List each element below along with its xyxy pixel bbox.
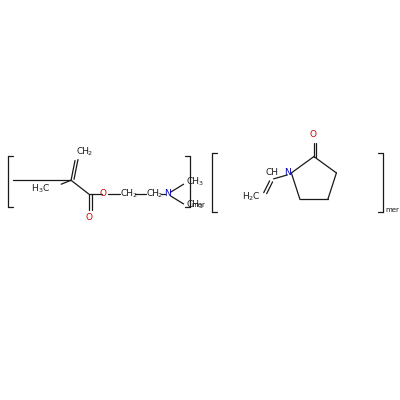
Text: 3: 3 xyxy=(198,204,202,210)
Text: 2: 2 xyxy=(249,196,253,201)
Text: 3: 3 xyxy=(198,181,202,186)
Text: CH: CH xyxy=(186,200,200,210)
Text: H: H xyxy=(242,192,249,201)
Text: CH: CH xyxy=(265,168,278,178)
Text: H: H xyxy=(32,184,38,193)
Text: O: O xyxy=(86,213,93,222)
Text: N: N xyxy=(284,168,291,178)
Text: CH: CH xyxy=(186,177,200,186)
Text: 2: 2 xyxy=(132,192,136,198)
Text: O: O xyxy=(309,130,316,139)
Text: CH: CH xyxy=(120,188,134,198)
Text: mer: mer xyxy=(192,202,205,208)
Text: C: C xyxy=(42,184,49,193)
Text: C: C xyxy=(253,192,259,201)
Text: CH: CH xyxy=(146,188,159,198)
Text: 2: 2 xyxy=(158,192,162,198)
Text: N: N xyxy=(164,188,171,198)
Text: CH: CH xyxy=(76,147,89,156)
Text: 2: 2 xyxy=(88,151,92,156)
Text: mer: mer xyxy=(385,207,399,213)
Text: O: O xyxy=(99,188,106,198)
Text: 3: 3 xyxy=(38,188,42,193)
